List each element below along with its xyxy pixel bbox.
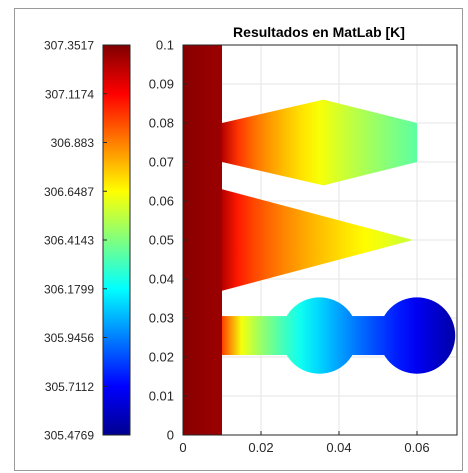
- region-lower-fin-bulb-1: [281, 297, 358, 374]
- temperature-field: [183, 45, 456, 435]
- colorbar-tick-label: 307.3517: [44, 39, 94, 53]
- y-tick-label: 0.08: [149, 116, 174, 131]
- x-axis: 0 0.02 0.04 0.06: [179, 431, 430, 455]
- colorbar-tick-label: 305.4769: [44, 429, 94, 443]
- region-base-plate: [183, 45, 222, 435]
- region-lower-fin: [222, 297, 456, 374]
- x-tick-label: 0.06: [404, 440, 429, 455]
- colorbar-tick-label: 306.6487: [44, 185, 94, 199]
- y-tick-label: 0.06: [149, 194, 174, 209]
- chart-title: Resultados en MatLab [K]: [233, 24, 405, 40]
- colorbar-tick-label: 306.4143: [44, 234, 94, 248]
- region-lower-fin-bulb-2: [378, 297, 456, 374]
- y-tick-label: 0.03: [149, 311, 174, 326]
- colorbar-tick-label: 305.9456: [44, 331, 94, 345]
- colorbar-tick-label: 305.7112: [45, 380, 94, 394]
- y-tick-label: 0.01: [149, 389, 174, 404]
- y-axis: 0 0.01 0.02 0.03 0.04 0.05 0.06 0.07 0.08 0.09 0.1: [149, 38, 187, 443]
- region-upper-fin: [222, 99, 417, 186]
- y-tick-label: 0.1: [156, 38, 174, 53]
- y-tick-label: 0.05: [149, 233, 174, 248]
- colorbar-tick-label: 307.1174: [45, 87, 94, 101]
- y-tick-label: 0.07: [149, 155, 174, 170]
- colorbar-tick-label: 306.1799: [44, 282, 94, 296]
- y-tick-label: 0.02: [149, 350, 174, 365]
- colorbar: [102, 44, 131, 436]
- x-tick-label: 0.02: [248, 440, 273, 455]
- colorbar-tick-label: 306.883: [51, 136, 95, 150]
- colorbar-ticks: 307.3517 307.1174 306.883 306.6487 306.4143 3…: [44, 39, 107, 443]
- y-tick-label: 0: [167, 428, 174, 443]
- x-tick-label: 0.04: [326, 440, 351, 455]
- y-tick-label: 0.09: [149, 77, 174, 92]
- x-tick-label: 0: [179, 440, 186, 455]
- y-tick-label: 0.04: [149, 272, 174, 287]
- region-middle-fin: [222, 189, 414, 291]
